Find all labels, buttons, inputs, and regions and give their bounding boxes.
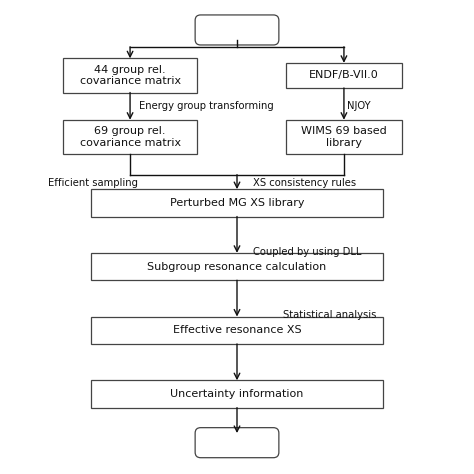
Text: Effective resonance XS: Effective resonance XS xyxy=(173,325,301,335)
FancyBboxPatch shape xyxy=(91,380,383,408)
FancyBboxPatch shape xyxy=(286,63,402,88)
Text: Statistical analysis: Statistical analysis xyxy=(283,310,376,320)
Text: NJOY: NJOY xyxy=(347,101,371,111)
Text: Uncertainty information: Uncertainty information xyxy=(170,389,304,399)
FancyBboxPatch shape xyxy=(195,428,279,458)
FancyBboxPatch shape xyxy=(91,317,383,344)
Text: Perturbed MG XS library: Perturbed MG XS library xyxy=(170,198,304,208)
FancyBboxPatch shape xyxy=(91,253,383,280)
FancyBboxPatch shape xyxy=(91,189,383,217)
Text: WIMS 69 based
library: WIMS 69 based library xyxy=(301,126,387,148)
FancyBboxPatch shape xyxy=(63,120,197,154)
Text: ENDF/B-VII.0: ENDF/B-VII.0 xyxy=(309,71,379,81)
Text: Energy group transforming: Energy group transforming xyxy=(139,101,274,111)
Text: XS consistency rules: XS consistency rules xyxy=(253,178,356,188)
Text: 44 group rel.
covariance matrix: 44 group rel. covariance matrix xyxy=(80,64,181,86)
FancyBboxPatch shape xyxy=(286,120,402,154)
Text: Efficient sampling: Efficient sampling xyxy=(48,178,138,188)
Text: Coupled by using DLL: Coupled by using DLL xyxy=(253,246,361,256)
Text: Subgroup resonance calculation: Subgroup resonance calculation xyxy=(147,262,327,272)
FancyBboxPatch shape xyxy=(63,58,197,92)
FancyBboxPatch shape xyxy=(195,15,279,45)
Text: 69 group rel.
covariance matrix: 69 group rel. covariance matrix xyxy=(80,126,181,148)
